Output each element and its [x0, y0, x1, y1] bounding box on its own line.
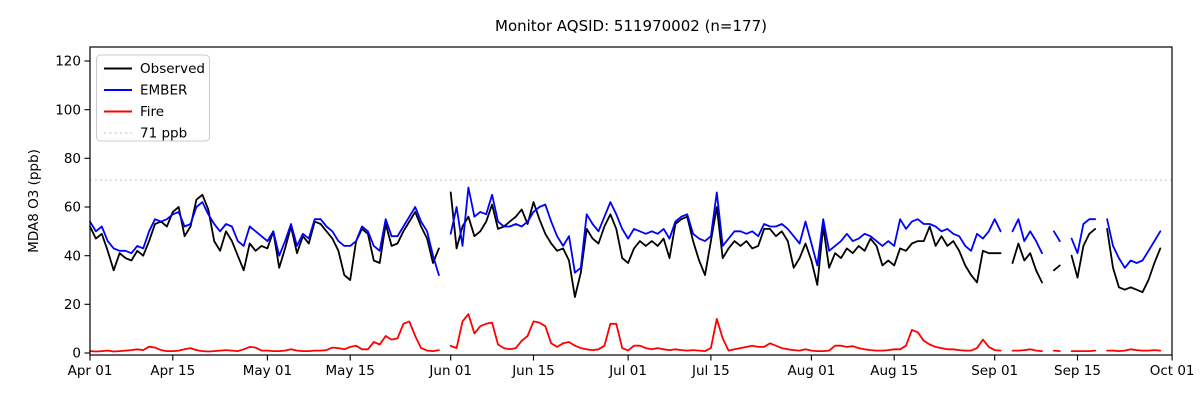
legend-item-ember: EMBER	[104, 83, 187, 99]
plot-area	[90, 47, 1172, 355]
x-tick-label: Sep 01	[971, 363, 1018, 379]
x-tick-label: Apr 15	[150, 363, 195, 379]
x-tick-label: Apr 01	[68, 363, 113, 379]
x-tick-label: Aug 15	[870, 363, 918, 379]
series-line-fire	[89, 313, 1162, 353]
y-tick-label: 80	[64, 151, 81, 167]
legend-label-ember: EMBER	[140, 83, 187, 99]
y-tick-label: 60	[64, 200, 81, 216]
x-tick-label: Oct 01	[1150, 363, 1195, 379]
series-line-observed	[89, 191, 1162, 298]
legend-item-threshold: 71 ppb	[104, 126, 187, 142]
legend-label-fire: Fire	[140, 104, 164, 120]
chart-title: Monitor AQSID: 511970002 (n=177)	[495, 17, 767, 35]
y-tick-label: 20	[64, 297, 81, 313]
legend-label-observed: Observed	[140, 61, 205, 77]
x-tick-label: Jul 01	[608, 363, 647, 379]
y-tick-label: 120	[55, 54, 81, 70]
x-tick-label: Aug 01	[787, 363, 835, 379]
legend: Observed EMBER Fire 71 ppb	[96, 54, 210, 142]
legend-item-observed: Observed	[104, 61, 205, 77]
legend-box	[96, 54, 210, 142]
x-tick-label: May 15	[326, 363, 375, 379]
y-tick-label: 100	[55, 102, 81, 118]
series-line-ember	[89, 186, 1162, 276]
x-tick-label: Jun 01	[428, 363, 472, 379]
legend-item-fire: Fire	[104, 104, 164, 120]
x-tick-label: Jun 15	[511, 363, 555, 379]
y-tick-label: 0	[72, 346, 81, 362]
series-group	[89, 186, 1162, 353]
x-tick-label: Jul 15	[691, 363, 730, 379]
x-tick-label: Sep 15	[1054, 363, 1101, 379]
y-axis-ticks: 0 20 40 60 80 100 120	[55, 54, 90, 362]
y-axis-label: MDA8 O3 (ppb)	[26, 149, 42, 253]
axes-frame	[89, 46, 1173, 356]
y-tick-label: 40	[64, 248, 81, 264]
x-axis-ticks: Apr 01 Apr 15 May 01 May 15 Jun 01 Jun 15 Jul …	[68, 355, 1195, 379]
legend-label-threshold: 71 ppb	[140, 126, 187, 142]
x-tick-label: May 01	[243, 363, 292, 379]
